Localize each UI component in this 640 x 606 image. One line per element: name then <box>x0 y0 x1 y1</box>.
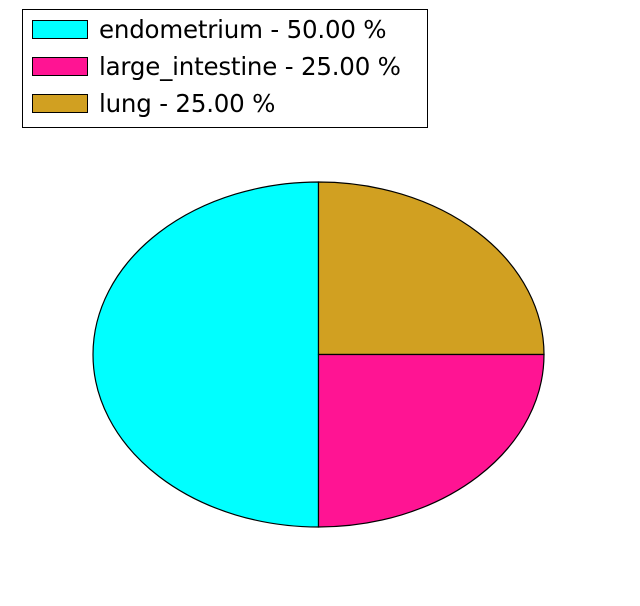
legend-label-large-intestine: large_intestine - 25.00 % <box>99 52 401 81</box>
legend-entry-endometrium[interactable]: endometrium - 50.00 % <box>32 15 387 44</box>
legend-label-endometrium: endometrium - 50.00 % <box>99 15 387 44</box>
pie-slice-endometrium[interactable] <box>92 181 320 528</box>
legend-entry-lung[interactable]: lung - 25.00 % <box>32 89 276 118</box>
pie-slice-large-intestine[interactable] <box>317 353 545 528</box>
legend-swatch-lung <box>32 94 88 113</box>
legend-swatch-endometrium <box>32 20 88 39</box>
pie-slice-lung[interactable] <box>317 181 545 356</box>
legend-swatch-large-intestine <box>32 57 88 76</box>
legend-entry-large-intestine[interactable]: large_intestine - 25.00 % <box>32 52 401 81</box>
legend-label-lung: lung - 25.00 % <box>99 89 276 118</box>
legend-entry-list: endometrium - 50.00 % large_intestine - … <box>23 10 427 127</box>
chart-legend: endometrium - 50.00 % large_intestine - … <box>22 9 428 128</box>
